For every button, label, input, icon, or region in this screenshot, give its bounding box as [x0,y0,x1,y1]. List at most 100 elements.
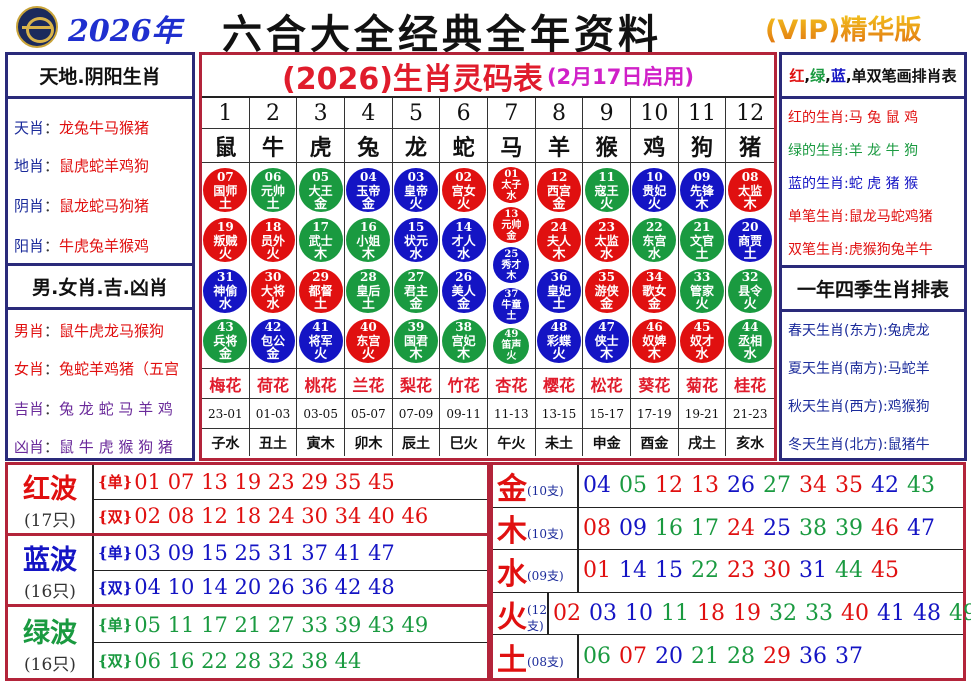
ball-element: 水 [266,297,280,313]
time-range: 03-05 [297,399,345,429]
item-key: 夏天生肖(南方) [788,361,883,377]
ball-element: 金 [552,196,566,212]
element-count: (12支) [527,603,547,634]
earthly-branch: 申金 [583,429,631,456]
wave-numbers: {单} 03 09 15 25 31 37 41 47 {双} 04 10 14 20… [94,536,487,604]
ball-name: 宫妃 [451,334,476,349]
gender-luck-panel: 男.女肖.吉.凶肖 男肖：鼠牛虎龙马猴狗 女肖：兔蛇羊鸡猪（五宫 吉肖：兔 龙 蛇 … [5,263,195,461]
ball-number: 20 [741,219,759,234]
earthly-branch: 丑土 [250,429,298,456]
ball-number: 18 [264,219,282,234]
item-value: 鼠 牛 虎 猴 狗 猪 [59,438,173,456]
ball-element: 水 [647,246,661,262]
element-number: 10 [624,601,653,627]
element-number: 20 [655,644,683,670]
item-key: 单笔生肖 [788,209,844,225]
earthly-branch: 子水 [202,429,250,456]
element-number: 47 [907,515,935,541]
ball-element: 木 [743,196,757,212]
title-rest: 单双笔画排肖表 [851,67,957,85]
ball-number: 12 [550,169,568,184]
item-value: 马 兔 鼠 鸡 [848,110,919,126]
ball-number: 09 [693,169,711,184]
number-ball: 25 秀才木 [493,247,530,284]
element-row: 金 (10支) 04 05 12 13 26 27 34 35 42 43 [493,465,963,508]
time-range: 13-15 [535,399,584,429]
element-number: 01 [583,558,611,584]
number-ball: 33 管家火 [679,268,724,313]
element-numbers: 01 14 15 22 23 30 31 44 45 [579,550,899,592]
list-item: 天肖：龙兔牛马猴猪 [14,117,149,138]
item-sep: : [882,437,888,453]
element-number: 35 [835,473,863,499]
column-number: 12 [726,98,774,129]
ball-column: 09 先锋木 21 文官土 33 管家火 45 奴才水 [678,163,727,369]
element-count: (10支) [527,484,564,499]
element-number: 12 [655,473,683,499]
flower-name: 桂花 [726,369,774,399]
ball-element: 木 [552,246,566,262]
item-sep: ： [44,322,60,340]
item-sep: ： [44,197,60,215]
column-number: 11 [678,98,727,129]
zodiac-name: 马 [488,129,536,163]
ball-name: 将军 [308,334,333,349]
ball-element: 火 [457,196,471,212]
ball-element: 火 [506,351,517,363]
wave-number-list: 06 16 22 28 32 38 44 [134,648,362,673]
ball-number: 41 [312,320,329,335]
ball-name: 先锋 [689,183,714,198]
ball-number: 31 [216,270,234,285]
ball-number: 45 [693,320,711,335]
ball-element: 木 [361,246,375,262]
element-label: 水 (09支) [493,550,579,592]
element-label: 金 (10支) [493,465,579,507]
ball-element: 金 [506,230,517,242]
ball-number: 23 [598,219,615,234]
list-item: 地肖：鼠虎蛇羊鸡狗 [14,155,149,176]
ball-number: 28 [359,270,377,285]
list-item: 夏天生肖(南方):马蛇羊 [788,358,930,378]
item-sep: : [882,361,888,377]
ball-name: 太监 [738,183,763,198]
element-row: 木 (10支) 08 09 16 17 24 25 38 39 46 47 [493,507,963,551]
item-key: 绿的生肖 [788,143,844,159]
item-value: 兔蛇羊鸡猪（五宫 [59,360,180,378]
element-number: 36 [799,644,827,670]
item-value: 牛虎兔羊猴鸡 [59,237,150,255]
number-ball: 38 宫妃木 [441,318,486,363]
time-range: 15-17 [583,399,631,429]
element-number: 03 [588,601,617,627]
flower-name: 菊花 [678,369,727,399]
element-number: 14 [619,558,647,584]
wave-tag-odd: {单} [98,473,133,492]
ball-name: 员外 [260,233,285,248]
ball-number: 21 [693,219,711,234]
number-ball: 44 丞相水 [728,318,773,363]
ball-element: 水 [506,190,517,202]
number-ball: 10 贵妃火 [632,168,677,213]
ball-number: 15 [407,219,425,234]
ball-name: 游侠 [594,284,619,299]
element-number: 32 [768,601,797,627]
ball-element: 木 [314,246,328,262]
ball-number: 13 [504,208,519,220]
element-number: 25 [763,515,791,541]
element-number: 30 [763,558,791,584]
element-count: (10支) [527,526,564,541]
wave-group: 蓝波 (16只) {单} 03 09 15 25 31 37 41 47 {双} 04 1… [8,536,487,607]
element-number: 34 [799,473,827,499]
list-item: 吉肖：兔 龙 蛇 马 羊 鸡 [14,398,173,419]
number-ball: 15 状元水 [393,218,438,263]
element-number: 29 [763,644,791,670]
element-count: (08支) [527,655,564,670]
column-number: 1 [202,98,250,129]
item-key: 双笔生肖 [788,242,844,258]
ball-name: 状元 [403,233,428,248]
flower-name: 荷花 [249,369,298,399]
ball-column: 01 太子水 13 元帅金 25 秀才木 37 牛童土 49 笛声火 [488,163,536,369]
time-range: 07-09 [392,399,441,429]
element-label: 火 (12支) [493,592,549,635]
ball-element: 木 [695,196,709,212]
item-value: 蛇 虎 猪 猴 [848,176,919,192]
